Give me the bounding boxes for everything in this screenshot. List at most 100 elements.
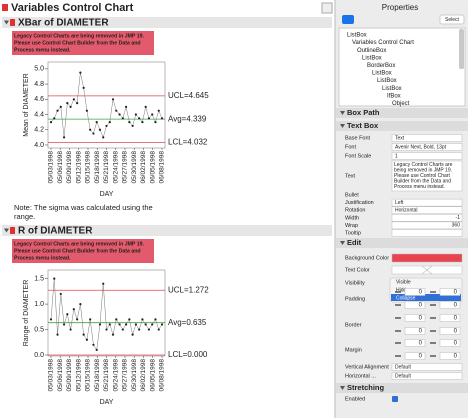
y-tick-label: 0.5 <box>34 326 44 333</box>
property-field[interactable] <box>391 206 463 214</box>
text-area[interactable] <box>391 160 463 192</box>
section-title: Edit <box>347 238 362 247</box>
menu-option[interactable]: Collapse <box>396 295 416 301</box>
section-title: XBar of DIAMETER <box>18 18 109 29</box>
property-label: Tooltip <box>345 230 361 236</box>
x-tick-label: 05/15/1998 <box>85 151 92 184</box>
data-point <box>92 343 95 346</box>
warning-text: Please use Control Chart Builder from th… <box>14 40 141 46</box>
property-label: Width <box>345 215 359 221</box>
section-header <box>2 225 332 236</box>
data-point <box>59 105 62 109</box>
data-point <box>134 113 137 116</box>
warning-box <box>12 239 154 263</box>
property-dropdown[interactable] <box>391 372 463 380</box>
property-label: Vertical Alignment <box>345 364 389 370</box>
disclosure-triangle[interactable] <box>340 124 345 128</box>
tree-box <box>338 27 466 107</box>
disclosure-triangle[interactable] <box>340 386 345 390</box>
note-text: Note: The sigma was calculated using the <box>14 203 153 212</box>
number-field[interactable] <box>404 314 426 322</box>
x-tick-label: 05/18/1998 <box>94 151 101 184</box>
title-button[interactable] <box>321 2 333 14</box>
plot-frame <box>47 61 166 149</box>
section-title: Text Box <box>347 121 379 130</box>
number-field[interactable] <box>404 327 426 335</box>
data-point <box>160 117 164 120</box>
data-point <box>53 277 56 280</box>
property-label: Rotation <box>345 208 366 214</box>
property-label: Background Color <box>345 255 389 261</box>
property-label: Text Color <box>345 267 370 273</box>
disclosure-triangle[interactable] <box>4 20 9 25</box>
number-field[interactable] <box>439 339 461 347</box>
disclosure-triangle[interactable] <box>340 111 345 115</box>
property-dropdown[interactable] <box>391 363 463 371</box>
property-field[interactable] <box>391 134 463 142</box>
section-header <box>2 17 332 28</box>
tree-node: ListBox <box>382 86 402 92</box>
control-limit-label: Avg=0.635 <box>168 318 207 327</box>
number-field[interactable] <box>439 288 461 296</box>
property-field[interactable] <box>391 152 463 160</box>
property-value: Default <box>395 364 411 370</box>
number-field[interactable] <box>404 301 426 309</box>
number-field[interactable] <box>404 339 426 347</box>
disclosure-triangle[interactable] <box>340 241 345 245</box>
menu-option[interactable]: Visible <box>396 279 411 285</box>
property-field[interactable] <box>391 229 463 237</box>
data-point <box>62 136 66 139</box>
color-swatch[interactable] <box>391 253 463 263</box>
tree-node: Object <box>392 101 410 107</box>
property-field[interactable] <box>391 143 463 151</box>
number-field[interactable] <box>439 327 461 335</box>
data-point <box>105 124 108 128</box>
control-limit-label: LCL=0.000 <box>168 350 208 359</box>
data-point <box>102 136 105 139</box>
tree-node: ListBox <box>377 78 397 84</box>
number-field[interactable] <box>404 352 426 360</box>
x-tick-label: 06/05/1998 <box>149 359 156 392</box>
x-tick-label: 05/30/1998 <box>131 151 138 184</box>
checkbox[interactable] <box>392 396 398 402</box>
property-field[interactable] <box>391 221 463 230</box>
section-icon[interactable] <box>10 19 15 26</box>
disclosure-triangle[interactable] <box>4 228 9 233</box>
panel-title: Properties <box>382 3 418 12</box>
property-value: -1 <box>456 215 461 221</box>
data-point <box>141 318 144 321</box>
section-header <box>336 383 468 393</box>
property-value: Default <box>395 373 411 379</box>
number-field[interactable] <box>439 301 461 309</box>
data-point <box>124 105 128 109</box>
number-field[interactable] <box>404 288 426 296</box>
x-tick-label: 06/02/1998 <box>140 359 147 392</box>
section-icon[interactable] <box>10 227 15 234</box>
data-point <box>144 105 147 109</box>
property-label: Horizontal ... <box>345 373 376 379</box>
data-point <box>72 98 75 101</box>
property-field[interactable] <box>391 214 463 222</box>
select-dropdown[interactable] <box>439 14 465 25</box>
property-field[interactable] <box>391 198 463 207</box>
data-point <box>66 313 69 316</box>
text-area-line: Builder from the Data and <box>394 178 451 184</box>
menu-option[interactable]: Hidden <box>396 287 412 293</box>
data-point <box>72 308 75 311</box>
number-field[interactable] <box>439 314 461 322</box>
title-icon[interactable] <box>2 4 8 11</box>
data-point <box>98 323 102 326</box>
number-field[interactable] <box>439 352 461 360</box>
data-point <box>95 121 98 124</box>
x-tick-label: 05/12/1998 <box>75 151 82 184</box>
property-value: Text <box>395 135 405 141</box>
select-button[interactable] <box>342 15 354 24</box>
number-value: 0 <box>419 290 423 296</box>
note-text: range. <box>14 212 35 221</box>
data-point <box>62 323 66 326</box>
x-axis-label: DAY <box>100 399 114 406</box>
x-tick-label: 05/21/1998 <box>103 151 110 184</box>
warning-text: Process menu instead. <box>14 255 71 261</box>
section-header <box>336 108 468 118</box>
data-point <box>111 98 115 101</box>
